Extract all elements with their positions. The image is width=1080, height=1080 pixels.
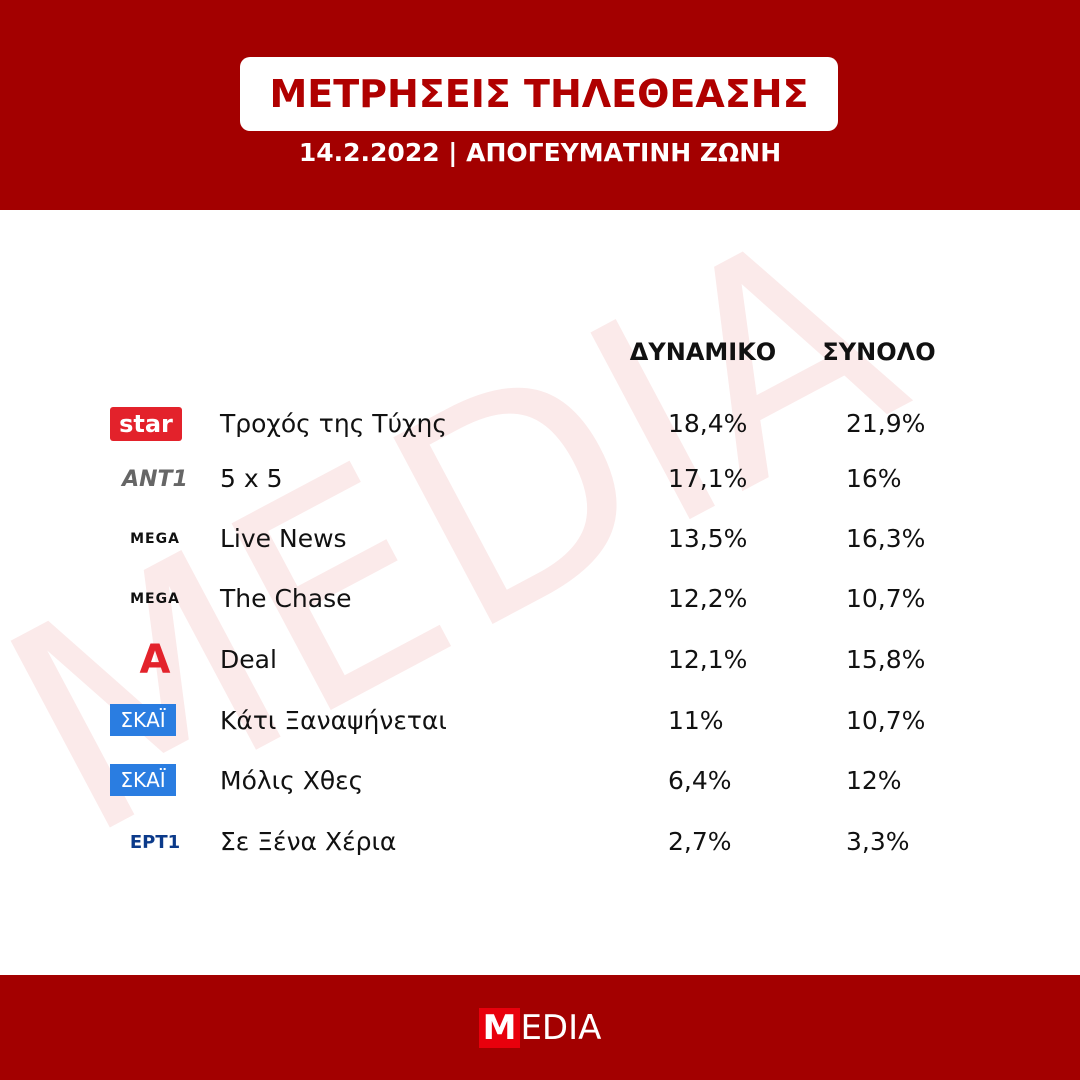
table-row: ANT1 5 x 5 17,1% 16% [0,454,1080,504]
table-row: ΣΚΑΪ Κάτι Ξαναψήνεται 11% 10,7% [0,696,1080,746]
channel-logo: ΕΡΤ1 [129,831,181,853]
channel-logo: ANT1 [122,466,188,492]
column-header: ΔΥΝΑΜΙΚΟ [629,338,777,366]
column-header: ΣΥΝΟΛΟ [822,338,936,366]
rating-value: 12,2% [668,584,748,613]
program-name: Σε Ξένα Χέρια [220,827,397,856]
rating-value: 16% [846,464,902,493]
channel-logo: star [110,407,182,441]
table-row: star Τροχός της Τύχης 18,4% 21,9% [0,399,1080,449]
title: ΜΕΤΡΗΣΕΙΣ ΤΗΛΕΘΕΑΣΗΣ [240,57,838,131]
footer: M EDIA [0,975,1080,1080]
rating-value: 12% [846,766,902,795]
rating-value: 11% [668,706,724,735]
program-name: Live News [220,524,347,553]
program-name: Deal [220,645,277,674]
channel-logo: ΣΚΑΪ [110,704,176,736]
table-row: Α Deal 12,1% 15,8% [0,635,1080,685]
program-name: Μόλις Χθες [220,766,364,795]
table-row: ΕΡΤ1 Σε Ξένα Χέρια 2,7% 3,3% [0,817,1080,867]
rating-value: 10,7% [846,706,926,735]
channel-logo: MEGA [130,531,180,547]
table-row: MEGA Live News 13,5% 16,3% [0,514,1080,564]
program-name: The Chase [220,584,352,613]
rating-value: 18,4% [668,409,748,438]
table-row: MEGA The Chase 12,2% 10,7% [0,574,1080,624]
footer-logo-text: EDIA [520,1007,602,1048]
channel-logo: MEGA [130,591,180,607]
channel-logo: Α [139,637,171,683]
rating-value: 6,4% [668,766,732,795]
rating-value: 17,1% [668,464,748,493]
subtitle: 14.2.2022 | ΑΠΟΓΕΥΜΑΤΙΝΗ ΖΩΝΗ [298,138,782,167]
rating-value: 13,5% [668,524,748,553]
program-name: Κάτι Ξαναψήνεται [220,706,447,735]
rating-value: 16,3% [846,524,926,553]
rating-value: 15,8% [846,645,926,674]
rating-value: 12,1% [668,645,748,674]
table-row: ΣΚΑΪ Μόλις Χθες 6,4% 12% [0,756,1080,806]
footer-logo-mark: M [478,1007,521,1048]
program-name: 5 x 5 [220,464,283,493]
program-name: Τροχός της Τύχης [220,409,448,438]
rating-value: 10,7% [846,584,926,613]
channel-logo: ΣΚΑΪ [110,764,176,796]
rating-value: 21,9% [846,409,926,438]
rating-value: 3,3% [846,827,910,856]
rating-value: 2,7% [668,827,732,856]
